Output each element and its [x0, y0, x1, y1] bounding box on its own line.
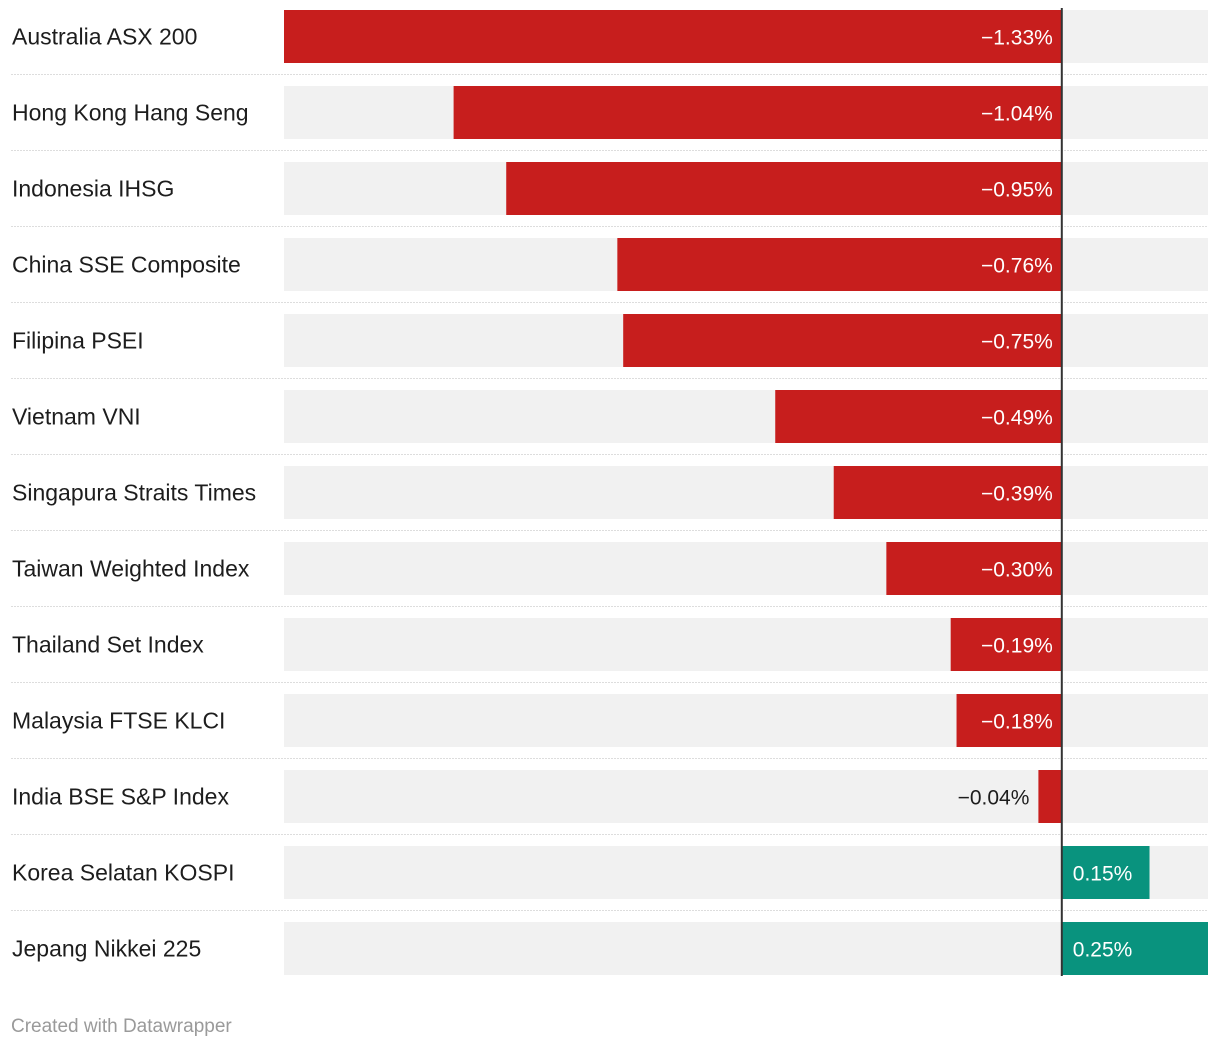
bar [950, 618, 1062, 671]
bar [453, 86, 1062, 139]
bar [775, 390, 1062, 443]
bar-chart: Australia ASX 200 −1.33% Hong Kong Hang Se… [11, 8, 1208, 976]
value-label: −0.95% [981, 179, 1053, 202]
category-label: Vietnam VNI [12, 404, 141, 430]
category-label: Thailand Set Index [12, 632, 204, 658]
bar [886, 542, 1062, 595]
category-label: Hong Kong Hang Seng [12, 100, 249, 126]
category-label: Korea Selatan KOSPI [12, 860, 234, 886]
bar-track [284, 694, 1208, 747]
credit-text: Created with Datawrapper [11, 1016, 232, 1037]
bar [956, 694, 1062, 747]
value-label: −0.19% [981, 635, 1053, 658]
bar [617, 238, 1062, 291]
bar [1038, 770, 1062, 823]
value-label: 0.15% [1073, 863, 1133, 886]
bar-track [284, 618, 1208, 671]
bar-track [284, 390, 1208, 443]
value-label: −0.76% [981, 255, 1053, 278]
bar-track [284, 846, 1208, 899]
bar-track [284, 770, 1208, 823]
category-label: Filipina PSEI [12, 328, 144, 354]
category-label: Malaysia FTSE KLCI [12, 708, 225, 734]
value-label: −1.04% [981, 103, 1053, 126]
value-label: −0.18% [981, 711, 1053, 734]
bar [1061, 922, 1208, 975]
category-label: Jepang Nikkei 225 [12, 936, 201, 962]
value-label: −1.33% [981, 27, 1053, 50]
bar [1061, 846, 1150, 899]
category-label: Australia ASX 200 [12, 24, 197, 50]
value-label: −0.75% [981, 331, 1053, 354]
category-label: India BSE S&P Index [12, 784, 229, 810]
bar [284, 10, 1062, 63]
value-label: 0.25% [1073, 939, 1133, 962]
value-label: −0.49% [981, 407, 1053, 430]
value-label: −0.04% [958, 787, 1030, 810]
bar [506, 162, 1062, 215]
value-label: −0.30% [981, 559, 1053, 582]
bar-track [284, 922, 1208, 975]
category-label: Taiwan Weighted Index [12, 556, 250, 582]
value-label: −0.39% [981, 483, 1053, 506]
bar-track [284, 466, 1208, 519]
category-label: Singapura Straits Times [12, 480, 256, 506]
category-label: Indonesia IHSG [12, 176, 174, 202]
category-label: China SSE Composite [12, 252, 241, 278]
bar [623, 314, 1062, 367]
bar [833, 466, 1062, 519]
bar-track [284, 542, 1208, 595]
